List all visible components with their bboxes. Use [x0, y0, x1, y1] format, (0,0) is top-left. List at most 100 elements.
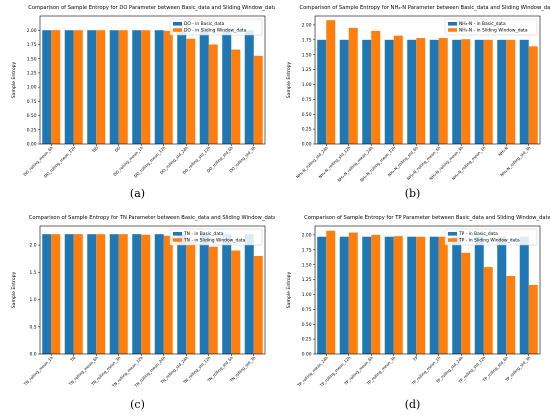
x-tick-label: NH₄-N — [497, 145, 509, 157]
y-tick-label: 1.50 — [302, 262, 312, 268]
y-tick-label: 0.25 — [302, 337, 312, 343]
bar-sliding-9 — [528, 284, 538, 354]
bar-sliding-8 — [231, 250, 241, 354]
bar-basic-8 — [222, 30, 232, 144]
bar-basic-9 — [519, 39, 529, 145]
plot-frame — [39, 225, 266, 355]
bar-sliding-6 — [186, 242, 196, 354]
bar-basic-3 — [109, 30, 119, 144]
bar-basic-5 — [154, 30, 164, 144]
legend-swatch — [448, 238, 457, 242]
y-tick-label: 0.75 — [302, 307, 312, 313]
bar-sliding-1 — [73, 30, 83, 144]
y-tick-label: 1.0 — [30, 297, 37, 303]
bar-basic-4 — [407, 236, 417, 354]
legend-swatch — [173, 28, 182, 32]
y-tick-label: 1.5 — [30, 270, 37, 276]
plot-frame — [39, 15, 266, 145]
y-tick-label: 2.00 — [302, 23, 312, 29]
bar-basic-4 — [132, 234, 142, 354]
bar-sliding-9 — [528, 46, 538, 144]
bar-sliding-4 — [416, 38, 426, 144]
chart-panel-c: Comparison of Sample Entropy for TN Para… — [0, 210, 275, 419]
y-tick-label: 0.50 — [302, 322, 312, 328]
bar-sliding-2 — [371, 30, 381, 144]
bar-sliding-4 — [416, 236, 426, 354]
bar-basic-5 — [429, 236, 439, 354]
legend-label: NH₄-N - in Sliding Window_data — [459, 27, 528, 33]
chart-title: Comparison of Sample Entropy for TP Para… — [304, 215, 550, 221]
bar-basic-4 — [132, 30, 142, 144]
y-tick-label: 1.50 — [27, 56, 37, 62]
y-tick-label: 2.0 — [30, 243, 37, 249]
y-tick-label: 1.75 — [302, 37, 312, 43]
y-tick-label: 2.00 — [302, 233, 312, 239]
bar-basic-6 — [452, 39, 462, 145]
y-tick-label: 1.25 — [302, 277, 312, 283]
bar-sliding-0 — [51, 30, 61, 144]
bar-basic-3 — [384, 236, 394, 354]
bar-basic-1 — [64, 30, 74, 144]
x-tick-label: DO — [114, 145, 122, 153]
legend-label: DO - in Sliding Window_data — [184, 27, 247, 33]
legend-label: NH₄-N - in Basic_data — [459, 21, 506, 27]
plot-frame — [314, 15, 541, 145]
plot-frame — [314, 225, 541, 355]
bar-basic-2 — [87, 30, 97, 144]
bar-basic-2 — [87, 234, 97, 354]
caption-d: (d) — [404, 398, 421, 411]
bar-sliding-2 — [371, 234, 381, 354]
y-tick-label: 1.25 — [302, 67, 312, 73]
y-tick-label: 0.00 — [302, 142, 312, 148]
legend-box — [169, 228, 263, 246]
bar-basic-8 — [497, 39, 507, 145]
y-tick-label: 1.00 — [27, 85, 37, 91]
legend-label: TN - in Sliding Window_data — [183, 237, 246, 243]
bar-sliding-4 — [141, 234, 151, 354]
y-tick-label: 0.50 — [302, 112, 312, 118]
bar-basic-0 — [42, 234, 52, 354]
y-tick-label: 0.5 — [30, 324, 37, 330]
y-tick-label: 0.00 — [302, 352, 312, 358]
y-tick-label: 0.0 — [30, 352, 37, 358]
legend-label: TP - in Sliding Window_data — [458, 237, 520, 243]
x-tick-label: TN — [68, 355, 76, 363]
bar-sliding-2 — [96, 30, 106, 144]
bar-sliding-8 — [506, 276, 516, 354]
bar-sliding-9 — [253, 255, 263, 354]
bar-sliding-5 — [163, 235, 173, 354]
bar-sliding-7 — [483, 267, 493, 354]
bar-sliding-5 — [438, 236, 448, 354]
chart-d: Comparison of Sample Entropy for TP Para… — [286, 215, 550, 388]
bar-basic-5 — [429, 39, 439, 145]
y-tick-label: 1.50 — [302, 52, 312, 58]
bar-basic-2 — [362, 236, 372, 354]
bar-basic-4 — [407, 39, 417, 145]
y-tick-label: 1.75 — [27, 42, 37, 48]
bar-sliding-9 — [253, 55, 263, 145]
bar-basic-6 — [452, 236, 462, 354]
y-tick-label: 1.00 — [302, 82, 312, 88]
chart-title: Comparison of Sample Entropy for NH₄-N P… — [300, 5, 550, 11]
bar-basic-0 — [317, 39, 327, 145]
chart-c: Comparison of Sample Entropy for TN Para… — [11, 215, 275, 389]
bar-sliding-7 — [208, 44, 218, 144]
bar-sliding-3 — [393, 236, 403, 354]
legend-label: TP - in Basic_data — [458, 231, 498, 237]
bar-basic-0 — [317, 236, 327, 354]
legend-swatch — [448, 232, 457, 236]
bar-basic-1 — [339, 236, 349, 354]
bar-basic-0 — [42, 30, 52, 144]
bar-basic-7 — [474, 236, 484, 354]
legend-swatch — [448, 22, 457, 26]
y-tick-label: 0.75 — [302, 97, 312, 103]
legend-box — [444, 18, 538, 36]
legend-box — [444, 228, 538, 246]
bar-sliding-0 — [51, 234, 61, 354]
bar-sliding-8 — [506, 39, 516, 145]
y-tick-label: 1.25 — [27, 70, 37, 76]
legend-swatch — [173, 22, 182, 26]
y-tick-label: 0.25 — [27, 127, 37, 133]
